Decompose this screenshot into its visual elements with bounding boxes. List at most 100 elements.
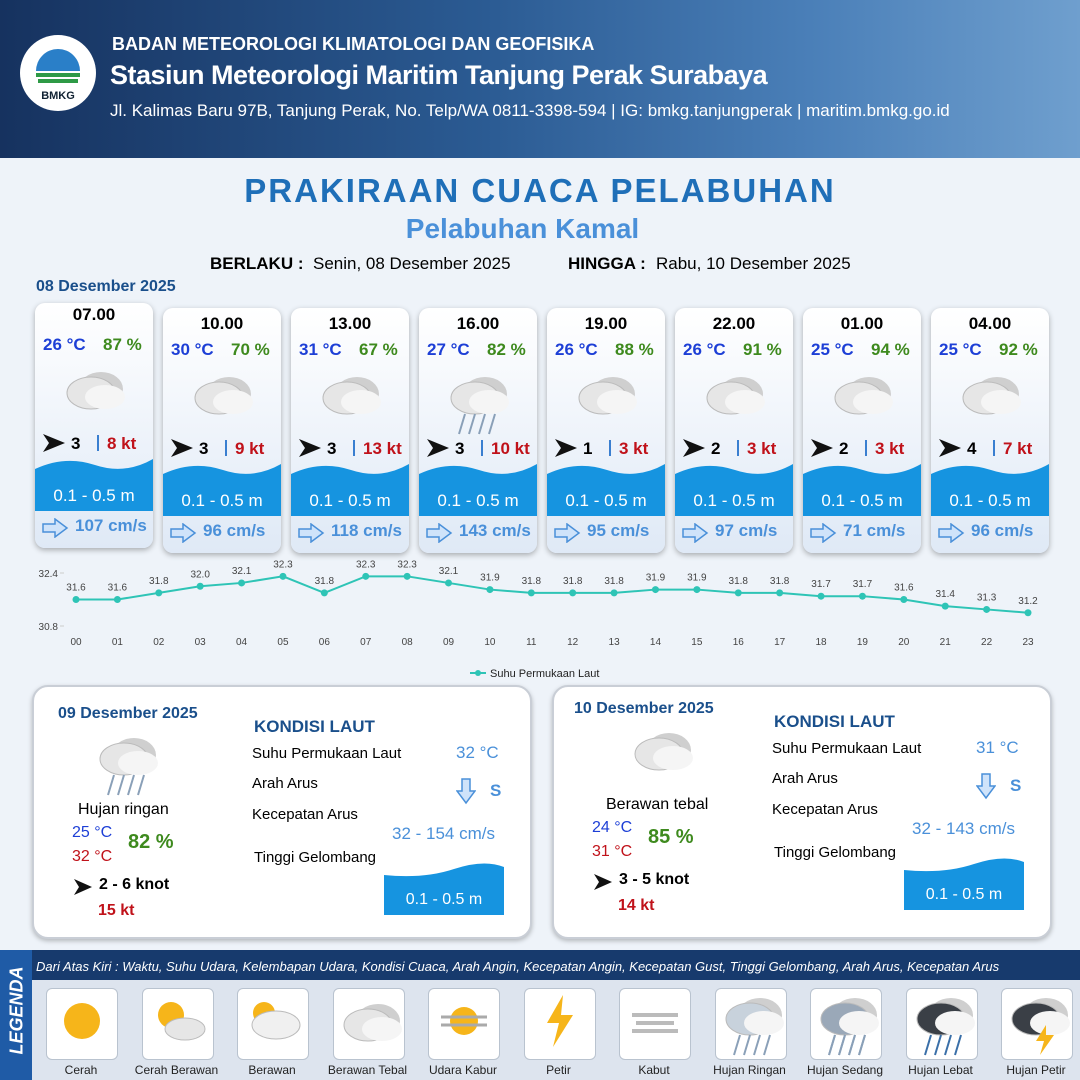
subtitle: Pelabuhan Kamal <box>405 213 640 244</box>
sst-point <box>527 589 535 597</box>
legend-icon-svg <box>441 1007 487 1035</box>
title: PRAKIRAAN CUACA PELABUHAN <box>244 172 836 209</box>
day-weather-icon-svg <box>634 733 693 771</box>
current-arrow-svg <box>938 522 965 544</box>
current-dir-label: Arah Arus <box>252 775 318 792</box>
gust: 3 kt <box>619 439 649 458</box>
wind-arrow <box>937 436 963 465</box>
time: 07.00 <box>72 305 116 324</box>
air-temp: 30 °C <box>171 340 214 359</box>
air-temp: 25 °C <box>939 340 982 359</box>
data-label: 31.9 <box>687 573 707 584</box>
legend-icon-svg <box>725 998 784 1056</box>
forecast-card: 19.00 26 °C 88 % 1 3 kt 0.1 - 0.5 m 95 cm/s <box>547 308 665 553</box>
x-tick-label: 20 <box>898 637 910 648</box>
current-dir: S <box>490 781 502 800</box>
valid-from-label: BERLAKU : <box>210 254 304 273</box>
wave-shape <box>547 460 665 521</box>
divider <box>353 440 355 456</box>
legend-icon-svg <box>343 1004 402 1042</box>
current-arrow-svg <box>42 517 69 539</box>
day-wave-shape-svg <box>904 858 1024 910</box>
current-speed: 97 cm/s <box>715 521 778 540</box>
day-humidity: 82 % <box>128 831 174 853</box>
wind-speed: 3 <box>199 439 209 458</box>
day-wind-arrow-svg <box>74 879 92 895</box>
forecast-card: 22.00 26 °C 91 % 2 3 kt 0.1 - 0.5 m 97 cm/s <box>675 308 793 553</box>
x-tick-label: 17 <box>774 637 786 648</box>
wave-shape <box>291 460 409 521</box>
current-dir-arrow <box>455 777 477 810</box>
divider <box>481 440 483 456</box>
day-wind: 3 - 5 knot <box>619 871 690 888</box>
current-arrow-svg <box>810 522 837 544</box>
condition: Hujan ringan <box>78 801 169 818</box>
legend-icon <box>905 988 978 1060</box>
sst-chart: 30.8 32.4 00 01 02 03 04 05 06 07 08 09 10 11 12 13 14 15… <box>39 559 1039 680</box>
current-arrow <box>425 522 453 548</box>
forecast-card: 07.00 26 °C 87 % 3 8 kt 0.1 - 0.5 m 107 cm/s <box>35 303 153 548</box>
y-tick-label: 32.4 <box>39 569 59 580</box>
wind-speed: 3 <box>455 439 465 458</box>
legend-icon-svg <box>632 1013 678 1033</box>
data-label: 32.3 <box>356 559 376 570</box>
sst-point <box>569 589 577 597</box>
data-label: 31.6 <box>66 583 86 594</box>
wave-height: 0.1 - 0.5 m <box>309 491 391 510</box>
wave-label: Tinggi Gelombang <box>254 849 377 866</box>
legend-icon-svg <box>916 998 975 1056</box>
air-temp: 26 °C <box>43 335 86 354</box>
day-wave: 0.1 - 0.5 m <box>925 886 1003 903</box>
data-label: 31.8 <box>770 576 790 587</box>
x-tick-label: 23 <box>1022 637 1034 648</box>
divider <box>993 440 995 456</box>
valid-to: Rabu, 10 Desember 2025 <box>656 254 851 273</box>
day-gust: 15 kt <box>98 902 135 919</box>
temp-min: 25 °C <box>72 824 113 841</box>
day-wind-arrow <box>72 877 94 902</box>
day-panel: 10 Desember 2025 Berawan tebal 24 °C 31 °C 8… <box>552 685 1052 939</box>
current-arrow <box>41 517 69 543</box>
gust: 8 kt <box>107 434 137 453</box>
wind-speed: 1 <box>583 439 593 458</box>
forecast-card: 01.00 25 °C 94 % 2 3 kt 0.1 - 0.5 m 71 cm/s <box>803 308 921 553</box>
air-temp: 31 °C <box>299 340 342 359</box>
legend-strip <box>0 950 32 1080</box>
day-weather-icon <box>94 729 174 809</box>
forecast-card: 10.00 30 °C 70 % 3 9 kt 0.1 - 0.5 m 96 cm/s <box>163 308 281 553</box>
wind-arrow-svg <box>811 439 833 457</box>
legend-icon <box>332 988 405 1060</box>
sea-heading: KONDISI LAUT <box>774 712 895 731</box>
sst-point <box>651 586 659 594</box>
day-weather-icon-svg <box>99 738 158 796</box>
wave-shape <box>419 460 537 521</box>
day-weather-icon <box>629 724 709 804</box>
data-label: 31.8 <box>315 576 335 587</box>
wave-height: 0.1 - 0.5 m <box>693 491 775 510</box>
current-dir: S <box>1010 776 1022 795</box>
legend-icon-svg <box>157 1002 205 1041</box>
wind-arrow-svg <box>427 439 449 457</box>
wave-height: 0.1 - 0.5 m <box>53 486 135 505</box>
wind-arrow <box>169 436 195 465</box>
time: 13.00 <box>328 314 372 333</box>
wave-shape-svg <box>803 464 921 516</box>
wind-arrow-svg <box>171 439 193 457</box>
data-label: 32.3 <box>397 559 417 570</box>
legend-icon-svg <box>251 1002 301 1040</box>
gust: 3 kt <box>747 439 777 458</box>
weather-icon-svg <box>322 377 381 415</box>
x-tick-label: 22 <box>981 637 993 648</box>
legend-item: Kabut <box>638 1063 670 1077</box>
data-label: 31.7 <box>811 579 831 590</box>
day-wave-shape-svg <box>384 863 504 915</box>
current-arrow <box>937 522 965 548</box>
sst-point <box>1024 609 1032 617</box>
sst-point <box>362 572 370 580</box>
sst-point <box>403 572 411 580</box>
legend-item: Hujan Ringan <box>713 1063 786 1077</box>
x-tick-label: 03 <box>195 637 207 648</box>
day-humidity: 85 % <box>648 826 694 848</box>
divider <box>865 440 867 456</box>
gust: 3 kt <box>875 439 905 458</box>
